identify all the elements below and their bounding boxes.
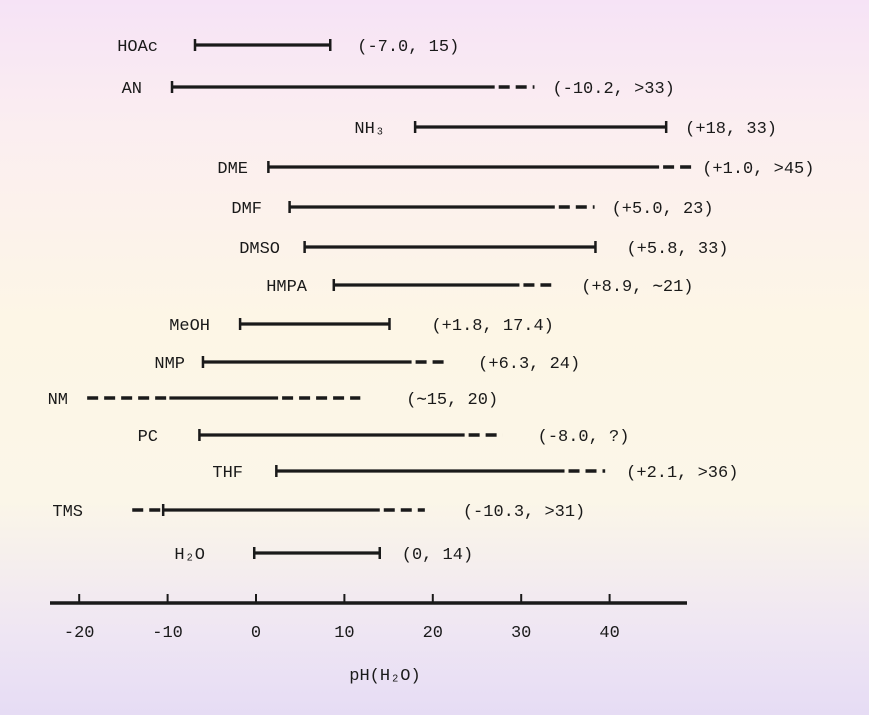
- row-label: NH₃: [354, 120, 385, 139]
- row-tms: TMS (-10.3, >31): [52, 503, 585, 522]
- row-annotation: (+2.1, >36): [626, 464, 738, 483]
- row-nmp: NMP (+6.3, 24): [154, 355, 580, 374]
- row-nm: NM (∼15, 20): [48, 391, 499, 410]
- row-an: AN (-10.2, >33): [122, 80, 675, 99]
- row-dme: DME (+1.0, >45): [217, 160, 814, 179]
- row-annotation: (+8.9, ∼21): [581, 278, 693, 297]
- row-hoac: HOAc (-7.0, 15): [117, 38, 459, 57]
- row-pc: PC (-8.0, ?): [138, 428, 630, 447]
- row-annotation: (-8.0, ?): [538, 428, 630, 447]
- x-axis-label: pH(H₂O): [349, 667, 420, 686]
- row-annotation: (+18, 33): [685, 120, 777, 139]
- row-label: DMF: [231, 200, 262, 219]
- row-label: AN: [122, 80, 142, 99]
- row-nh₃: NH₃ (+18, 33): [354, 120, 777, 139]
- row-annotation: (+6.3, 24): [478, 355, 580, 374]
- tick-label: 20: [423, 624, 443, 643]
- row-annotation: (+1.8, 17.4): [431, 317, 553, 336]
- x-axis: -20 -10 0 10 20 30 40: [50, 594, 687, 643]
- row-annotation: (-10.3, >31): [463, 503, 585, 522]
- row-annotation: (+5.0, 23): [612, 200, 714, 219]
- row-dmso: DMSO (+5.8, 33): [239, 240, 728, 259]
- row-label: THF: [212, 464, 243, 483]
- row-hmpa: HMPA (+8.9, ∼21): [266, 278, 693, 297]
- row-meoh: MeOH (+1.8, 17.4): [169, 317, 554, 336]
- row-annotation: (+1.0, >45): [702, 160, 814, 179]
- tick-label: 0: [251, 624, 261, 643]
- row-annotation: (∼15, 20): [406, 391, 498, 410]
- row-thf: THF (+2.1, >36): [212, 464, 738, 483]
- row-label: HOAc: [117, 38, 158, 57]
- row-label: PC: [138, 428, 158, 447]
- row-annotation: (-10.2, >33): [552, 80, 674, 99]
- tick-label: 30: [511, 624, 531, 643]
- row-label: DME: [217, 160, 248, 179]
- row-label: NMP: [154, 355, 185, 374]
- row-label: H₂O: [174, 546, 205, 565]
- rows: HOAc (-7.0, 15) AN (-10.2, >33) NH₃ (+18, 33)…: [48, 38, 815, 565]
- row-label: MeOH: [169, 317, 210, 336]
- row-annotation: (+5.8, 33): [626, 240, 728, 259]
- row-label: DMSO: [239, 240, 280, 259]
- tick-label: -10: [152, 624, 183, 643]
- row-annotation: (-7.0, 15): [357, 38, 459, 57]
- tick-label: 40: [599, 624, 619, 643]
- row-dmf: DMF (+5.0, 23): [231, 200, 713, 219]
- tick-label: 10: [334, 624, 354, 643]
- tick-label: -20: [64, 624, 95, 643]
- row-label: NM: [48, 391, 68, 410]
- row-annotation: (0, 14): [402, 546, 473, 565]
- row-label: HMPA: [266, 278, 308, 297]
- row-label: TMS: [52, 503, 83, 522]
- row-h₂o: H₂O (0, 14): [174, 546, 473, 565]
